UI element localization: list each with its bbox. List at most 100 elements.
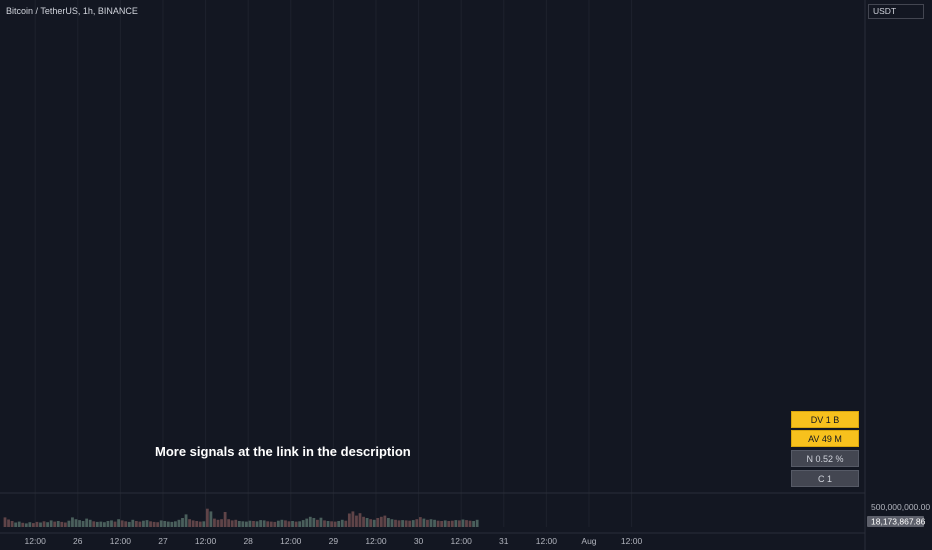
stat-count: C 1	[791, 470, 859, 487]
volume-bar	[287, 521, 291, 527]
x-tick-label: 29	[329, 536, 339, 546]
currency-selector[interactable]: USDT	[868, 4, 924, 19]
volume-bar	[134, 521, 138, 527]
volume-bar	[447, 521, 451, 527]
volume-bar	[216, 519, 220, 527]
volume-bar	[195, 521, 199, 527]
price-axis	[865, 0, 932, 550]
volume-bar	[202, 521, 206, 527]
volume-bar	[95, 521, 99, 527]
volume-bar	[88, 519, 92, 527]
volume-bar	[174, 521, 177, 527]
volume-bar	[28, 522, 32, 527]
volume-bar	[248, 520, 252, 527]
volume-bar	[117, 519, 120, 527]
volume-bar	[252, 521, 255, 527]
volume-bar	[401, 520, 404, 527]
volume-bar	[177, 519, 181, 527]
volume-bar	[74, 519, 78, 527]
volume-bar	[308, 516, 312, 527]
volume-bar	[53, 521, 57, 527]
volume-bar	[227, 519, 231, 527]
volume-bar	[355, 515, 358, 527]
volume-bar	[298, 521, 302, 527]
volume-bar	[347, 513, 351, 527]
volume-bar	[351, 511, 355, 527]
volume-bar	[323, 520, 326, 527]
volume-bar	[56, 521, 60, 527]
volume-bar	[71, 517, 74, 527]
volume-bar	[145, 520, 149, 527]
volume-bar	[458, 520, 461, 527]
volume-bar	[127, 521, 131, 527]
volume-bar	[220, 519, 223, 527]
volume-bar	[106, 521, 110, 527]
volume-bar	[92, 521, 96, 527]
volume-bar	[67, 520, 71, 527]
x-tick-label: Aug	[581, 536, 596, 546]
volume-tick-label: 500,000,000.00	[871, 502, 930, 512]
x-tick-label: 12:00	[536, 536, 558, 546]
volume-bar	[10, 521, 14, 527]
volume-bar	[124, 521, 128, 527]
volume-bar	[21, 522, 25, 527]
volume-bar	[284, 520, 287, 527]
x-tick-label: 12:00	[451, 536, 473, 546]
volume-bar	[443, 520, 447, 527]
volume-bar	[63, 522, 67, 527]
x-tick-label: 27	[158, 536, 168, 546]
x-tick-label: 12:00	[25, 536, 47, 546]
volume-bar	[450, 520, 454, 527]
stat-daily-volume: DV 1 B	[791, 411, 859, 428]
volume-bar	[255, 521, 259, 527]
volume-bar	[170, 521, 174, 527]
volume-bar	[110, 520, 113, 527]
volume-bar	[433, 519, 436, 527]
volume-bar	[142, 520, 145, 527]
volume-bar	[42, 521, 46, 527]
volume-bar	[262, 520, 266, 527]
volume-bar	[191, 520, 195, 527]
volume-bar	[163, 521, 167, 527]
volume-bar	[404, 520, 408, 527]
volume-bar	[237, 521, 241, 527]
volume-bar	[245, 521, 248, 527]
volume-bar	[365, 518, 369, 527]
volume-bar	[81, 521, 85, 527]
volume-bar	[415, 519, 419, 527]
volume-bar	[223, 512, 227, 527]
volume-bar	[340, 519, 344, 527]
volume-bar	[209, 511, 213, 527]
volume-bar	[266, 521, 270, 527]
volume-bar	[103, 522, 106, 527]
x-tick-label: 28	[243, 536, 253, 546]
volume-bar	[205, 508, 209, 527]
volume-bar	[344, 520, 348, 527]
volume-bar	[468, 520, 472, 527]
volume-bar	[454, 520, 458, 527]
volume-bar	[337, 521, 341, 527]
volume-bar	[3, 517, 7, 527]
x-tick-label: 26	[73, 536, 83, 546]
x-tick-label: 12:00	[195, 536, 217, 546]
volume-bar	[78, 520, 81, 527]
volume-bar	[440, 521, 444, 527]
chart-title: Bitcoin / TetherUS, 1h, BINANCE	[6, 6, 138, 16]
volume-bar	[376, 518, 380, 527]
stat-average-volume: AV 49 M	[791, 430, 859, 447]
volume-bar	[397, 520, 401, 527]
volume-bar	[426, 519, 429, 527]
volume-bar	[276, 520, 280, 527]
volume-bar	[319, 517, 323, 527]
stat-natr: N 0.52 %	[791, 450, 859, 467]
volume-bar	[408, 520, 412, 527]
volume-bar	[120, 520, 124, 527]
volume-bar	[230, 520, 234, 527]
annotation-text: More signals at the link in the descript…	[155, 444, 411, 459]
volume-bar	[475, 519, 479, 527]
volume-bar	[7, 519, 10, 527]
current-volume-label-bg	[867, 516, 924, 527]
volume-bar	[99, 521, 103, 527]
volume-bar	[280, 519, 284, 527]
